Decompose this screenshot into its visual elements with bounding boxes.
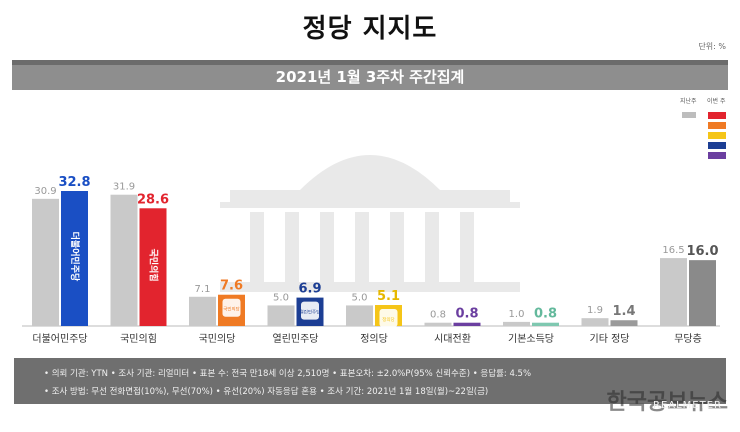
category-label: 더불어민주당 [32, 333, 87, 345]
brand-sub-watermark: REALMETER [653, 400, 722, 411]
bar-prev [503, 321, 530, 326]
value-label-prev: 1.0 [509, 309, 525, 320]
footer-line-2: • 조사 방법: 무선 전화면접(10%), 무선(70%) • 유선(20%)… [44, 387, 489, 397]
bar-cur [139, 208, 167, 326]
brand-watermark: 한국공보뉴스 [606, 390, 728, 415]
party-logo-badge [222, 298, 241, 317]
value-label-prev: 30.9 [34, 186, 56, 197]
value-label-cur: 0.8 [455, 307, 478, 322]
category-label: 국민의당 [199, 333, 236, 345]
legend-prev-swatch [682, 112, 696, 118]
page-title: 정당 지지도 [302, 14, 438, 44]
bar-prev [581, 318, 609, 326]
category-label: 기타 정당 [590, 333, 630, 345]
value-label-cur: 1.4 [612, 304, 635, 319]
party-logo-text: 더불어민주당 [69, 232, 81, 282]
value-label-prev: 5.0 [273, 292, 289, 303]
value-label-prev: 0.8 [430, 310, 446, 321]
bar-prev [660, 258, 687, 326]
party-logo-text: 국민의당 [223, 306, 240, 313]
legend-prev-label: 지난주 [680, 98, 697, 105]
bar-prev [110, 194, 138, 326]
party-logo-text: 국민의힘 [148, 249, 160, 282]
legend: 지난주 이번 주 [676, 96, 732, 174]
bar-prev [32, 198, 59, 326]
bar-prev [267, 305, 295, 326]
value-label-cur: 0.8 [534, 307, 557, 322]
bar-prev [346, 305, 373, 326]
value-label-prev: 5.0 [352, 292, 368, 303]
category-label: 기본소득당 [508, 333, 554, 345]
value-label-prev: 16.5 [662, 245, 684, 256]
value-label-cur: 6.9 [298, 282, 321, 297]
party-logo-badge [379, 309, 398, 328]
bar-cur [610, 320, 638, 326]
bar-prev [424, 322, 452, 326]
bar-cur [689, 260, 716, 326]
value-label-prev: 7.1 [195, 284, 211, 295]
bar-cur [453, 322, 481, 326]
category-label: 정의당 [360, 333, 388, 345]
bar-cur [532, 322, 559, 326]
party-logo-text: 열린민주당 [300, 309, 321, 316]
legend-cur-label: 이번 주 [707, 98, 726, 105]
unit-label: 단위: % [698, 42, 726, 51]
value-label-cur: 16.0 [686, 244, 718, 259]
value-label-prev: 31.9 [113, 182, 135, 193]
survey-info-footer: • 의뢰 기관: YTN • 조사 기관: 리얼미터 • 표본 수: 전국 만1… [14, 358, 726, 404]
subtitle: 2021년 1월 3주차 주간집계 [275, 68, 465, 86]
value-label-prev: 1.9 [587, 305, 603, 316]
footer-line-1: • 의뢰 기관: YTN • 조사 기관: 리얼미터 • 표본 수: 전국 만1… [44, 369, 532, 379]
party-logo-text: 정의당 [382, 316, 394, 323]
legend-cur-swatch [708, 142, 726, 149]
legend-cur-swatch [708, 132, 726, 139]
category-label: 열린민주당 [273, 333, 319, 345]
assembly-building-watermark [220, 155, 520, 292]
legend-cur-swatch [708, 122, 726, 129]
value-label-cur: 5.1 [377, 289, 400, 304]
party-logo-badge [301, 301, 319, 320]
bar-prev [189, 296, 216, 326]
category-label: 시대전환 [434, 333, 471, 345]
category-label: 무당층 [674, 333, 702, 345]
bar-cur [61, 191, 88, 326]
value-label-cur: 32.8 [58, 175, 90, 190]
value-label-cur: 28.6 [137, 192, 169, 207]
category-label: 국민의힘 [120, 333, 157, 345]
legend-cur-swatch [708, 152, 726, 159]
subtitle-banner: 2021년 1월 3주차 주간집계 [12, 60, 728, 90]
legend-cur-swatch [708, 112, 726, 119]
value-label-cur: 7.6 [220, 279, 243, 294]
